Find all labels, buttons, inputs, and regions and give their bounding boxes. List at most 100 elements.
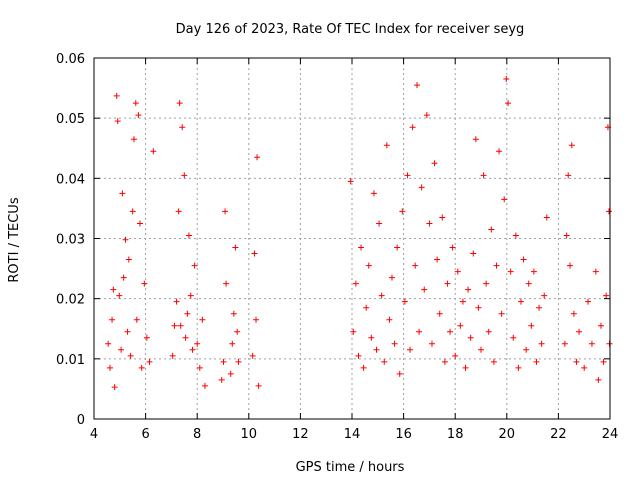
data-point <box>146 358 153 365</box>
data-point <box>421 286 428 293</box>
data-point <box>592 268 599 275</box>
data-point <box>234 328 241 335</box>
data-point <box>505 100 512 107</box>
data-point <box>407 346 414 353</box>
data-point <box>191 262 198 269</box>
data-point <box>129 208 136 215</box>
data-point <box>350 328 357 335</box>
axis-ticks: 4 6 8 10 12 14 16 18 20 22 24 0 0.01 0.02 0.03 0.04 0.05… <box>56 52 618 442</box>
data-point <box>436 310 443 317</box>
data-point <box>255 382 262 389</box>
data-point <box>563 232 570 239</box>
data-point <box>588 340 595 347</box>
data-point <box>124 328 131 335</box>
data-point <box>517 298 524 305</box>
data-point <box>576 328 583 335</box>
data-point <box>373 346 380 353</box>
y-tick-label: 0.03 <box>56 233 85 248</box>
data-point <box>130 136 137 143</box>
chart-title: Day 126 of 2023, Rate Of TEC Index for r… <box>176 22 525 37</box>
data-point <box>530 268 537 275</box>
data-point <box>360 364 367 371</box>
data-point <box>119 190 126 197</box>
data-point <box>116 292 123 299</box>
x-tick-label: 18 <box>447 427 464 442</box>
x-tick-label: 12 <box>292 427 309 442</box>
data-point <box>485 328 492 335</box>
data-point <box>475 304 482 311</box>
data-point <box>467 334 474 341</box>
data-point <box>253 316 260 323</box>
data-point <box>136 220 143 227</box>
data-point <box>523 346 530 353</box>
x-tick-label: 14 <box>344 427 361 442</box>
gridlines <box>94 58 610 419</box>
data-point <box>378 292 385 299</box>
data-point <box>462 364 469 371</box>
data-point <box>118 346 125 353</box>
data-point <box>512 232 519 239</box>
data-point <box>230 310 237 317</box>
data-point <box>169 352 176 359</box>
data-point <box>111 384 118 391</box>
data-point <box>541 292 548 299</box>
data-point <box>352 280 359 287</box>
data-point <box>113 92 120 99</box>
data-point <box>399 208 406 215</box>
data-point <box>434 256 441 263</box>
data-point <box>391 340 398 347</box>
data-point <box>470 250 477 257</box>
data-point <box>182 334 189 341</box>
data-point <box>173 298 180 305</box>
y-tick-label: 0.06 <box>56 52 85 67</box>
data-point <box>520 256 527 263</box>
data-point <box>358 244 365 251</box>
data-point <box>605 208 612 215</box>
data-point <box>561 340 568 347</box>
data-point <box>414 82 421 89</box>
data-point <box>597 322 604 329</box>
data-point <box>428 340 435 347</box>
data-point <box>501 196 508 203</box>
data-point <box>444 280 451 287</box>
data-point <box>459 298 466 305</box>
data-point <box>106 364 113 371</box>
data-point <box>120 274 127 281</box>
data-point <box>449 244 456 251</box>
data-point <box>412 262 419 269</box>
data-point <box>196 364 203 371</box>
data-point <box>490 358 497 365</box>
data-point <box>510 334 517 341</box>
data-point <box>122 236 129 243</box>
data-point <box>179 124 186 131</box>
data-point <box>132 100 139 107</box>
data-point <box>254 154 261 161</box>
data-point <box>227 370 234 377</box>
data-point <box>125 256 132 263</box>
data-point <box>133 316 140 323</box>
data-point <box>533 358 540 365</box>
data-point <box>143 334 150 341</box>
data-point <box>565 172 572 179</box>
data-point <box>423 112 430 119</box>
data-point <box>249 352 256 359</box>
data-point <box>223 280 230 287</box>
data-point <box>347 178 354 185</box>
data-point <box>528 322 535 329</box>
data-point <box>409 124 416 131</box>
data-point <box>388 274 395 281</box>
data-point <box>138 364 145 371</box>
data-point <box>127 352 134 359</box>
data-point <box>181 172 188 179</box>
data-point <box>493 262 500 269</box>
data-point <box>396 370 403 377</box>
data-point <box>365 262 372 269</box>
data-point <box>418 184 425 191</box>
data-point <box>368 334 375 341</box>
data-point <box>394 244 401 251</box>
data-point <box>488 226 495 233</box>
data-point <box>416 328 423 335</box>
data-point <box>222 208 229 215</box>
data-point <box>171 322 178 329</box>
data-point <box>355 352 362 359</box>
